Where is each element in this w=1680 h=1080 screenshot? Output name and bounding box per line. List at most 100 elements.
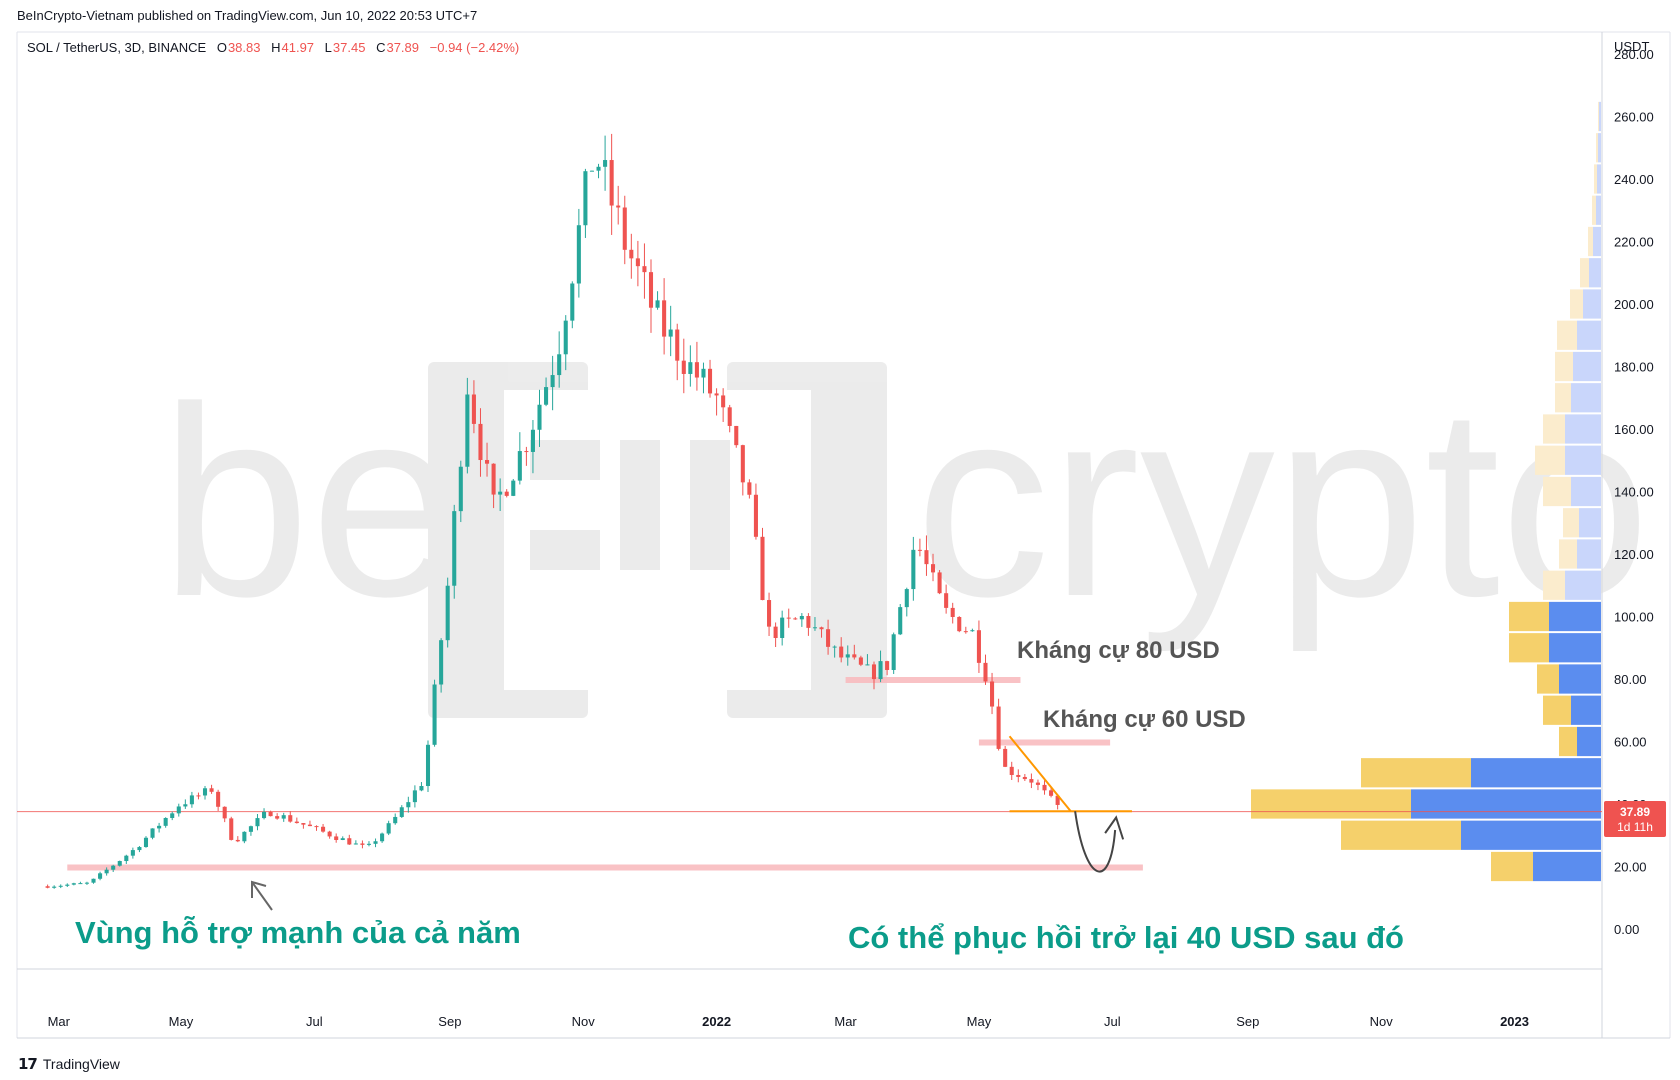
candle-body [52, 886, 57, 888]
candle-body [432, 684, 437, 745]
candle-body [386, 823, 391, 834]
candle-body [714, 393, 719, 396]
resistance-zone [845, 677, 1021, 683]
candle-body [655, 300, 660, 308]
price-tick-label: 260.00 [1614, 110, 1654, 125]
last-price-value: 37.89 [1620, 805, 1650, 819]
beincrypto-watermark: be crypto [160, 352, 1650, 718]
price-axis[interactable]: 0.0020.0040.0060.0080.00100.00120.00140.… [1614, 47, 1654, 937]
candle-body [629, 249, 634, 259]
candle-body [117, 861, 122, 866]
candle-body [1055, 795, 1060, 805]
candle-body [465, 394, 470, 467]
candle-body [845, 654, 850, 658]
published-caption: BeInCrypto-Vietnam published on TradingV… [17, 8, 478, 23]
resistance-60-label: Kháng cự 60 USD [1043, 706, 1246, 733]
watermark-i-bottom [530, 530, 600, 570]
candle-body [799, 616, 804, 620]
candle-body [445, 585, 450, 641]
candle-body [380, 833, 385, 842]
candle-body [924, 550, 929, 565]
candle-body [609, 160, 614, 206]
volume-profile-up-bar [1341, 820, 1461, 850]
volume-profile-up-bar [1509, 633, 1549, 663]
support-resistance-zones [17, 677, 1602, 871]
candle-body [268, 811, 273, 817]
candle-body [832, 646, 837, 648]
candle-body [786, 617, 791, 619]
symbol-name[interactable]: SOL / TetherUS, 3D, BINANCE [27, 40, 207, 55]
candle-body [806, 616, 811, 628]
volume-profile-up-bar [1555, 351, 1573, 382]
close-label: C [376, 40, 386, 55]
candle-body [452, 511, 457, 586]
volume-profile-up-bar [1570, 289, 1583, 319]
support-zone-label: Vùng hỗ trợ mạnh của cả năm [75, 915, 521, 950]
last-price-badge: 37.89 1d 11h [1604, 801, 1666, 837]
candle-body [340, 838, 345, 840]
candle-body [196, 795, 201, 797]
watermark-n-left [620, 440, 660, 570]
support-arrow [251, 880, 273, 911]
candle-body [826, 629, 831, 647]
candle-body [419, 786, 424, 791]
tradingview-logo[interactable]: 𝟭𝟳 TradingView [18, 1055, 120, 1073]
volume-profile-down-bar [1411, 789, 1601, 819]
candle-body [616, 205, 621, 208]
volume-profile-down-bar [1565, 445, 1601, 475]
volume-profile-down-bar [1549, 601, 1601, 632]
price-tick-label: 280.00 [1614, 47, 1654, 62]
volume-profile-down-bar [1573, 351, 1601, 382]
volume-profile-down-bar [1471, 758, 1601, 788]
candle-body [688, 362, 693, 374]
candle-body [780, 617, 785, 639]
support-zone [67, 864, 1143, 871]
candle-body [957, 617, 962, 632]
candle-body [98, 873, 103, 879]
candle-body [1049, 790, 1054, 796]
volume-profile-down-bar [1597, 164, 1601, 194]
candle-body [366, 843, 372, 845]
candle-body [885, 661, 890, 670]
candle-body [104, 869, 109, 874]
candle-body [524, 451, 529, 453]
candle-body [1003, 748, 1008, 767]
candle-body [747, 482, 752, 495]
candle-body [707, 368, 713, 394]
time-axis[interactable]: Mar May Jul Sep Nov 2022 Mar May Jul Sep Nov 2023 [48, 1014, 1529, 1029]
price-tick-label: 240.00 [1614, 172, 1654, 187]
candle-body [439, 640, 444, 685]
candle-body [189, 795, 194, 805]
candle-body [839, 646, 844, 658]
open-label: O [216, 40, 227, 55]
candle-body [425, 744, 431, 787]
candle-body [976, 630, 981, 663]
candle-body [983, 662, 988, 682]
candle-body [288, 815, 293, 822]
candle-body [767, 600, 772, 627]
candle-body [216, 791, 221, 807]
price-tick-label: 80.00 [1614, 672, 1647, 687]
high-label: H [271, 40, 281, 55]
resistance-zone [978, 739, 1111, 746]
recovery-arrow-curve [1074, 811, 1117, 873]
volume-profile-down-bar [1571, 383, 1601, 413]
candle-body [793, 618, 798, 620]
candle-body [262, 811, 267, 819]
candle-body [819, 627, 824, 630]
volume-profile-down-bar [1559, 664, 1601, 694]
time-tick-label: Mar [834, 1014, 857, 1029]
price-tick-label: 180.00 [1614, 360, 1654, 375]
candle-body [183, 804, 188, 807]
price-tick-label: 100.00 [1614, 610, 1654, 625]
volume-profile-up-bar [1557, 320, 1577, 350]
volume-profile-up-bar [1543, 414, 1565, 444]
candle-body [662, 300, 667, 337]
watermark-text-left: be [160, 352, 460, 653]
time-tick-label: May [967, 1014, 992, 1029]
candle-body [58, 885, 63, 887]
candlestick-series [45, 133, 1060, 889]
time-tick-label: Jul [1104, 1014, 1121, 1029]
volume-profile-up-bar [1559, 539, 1577, 569]
